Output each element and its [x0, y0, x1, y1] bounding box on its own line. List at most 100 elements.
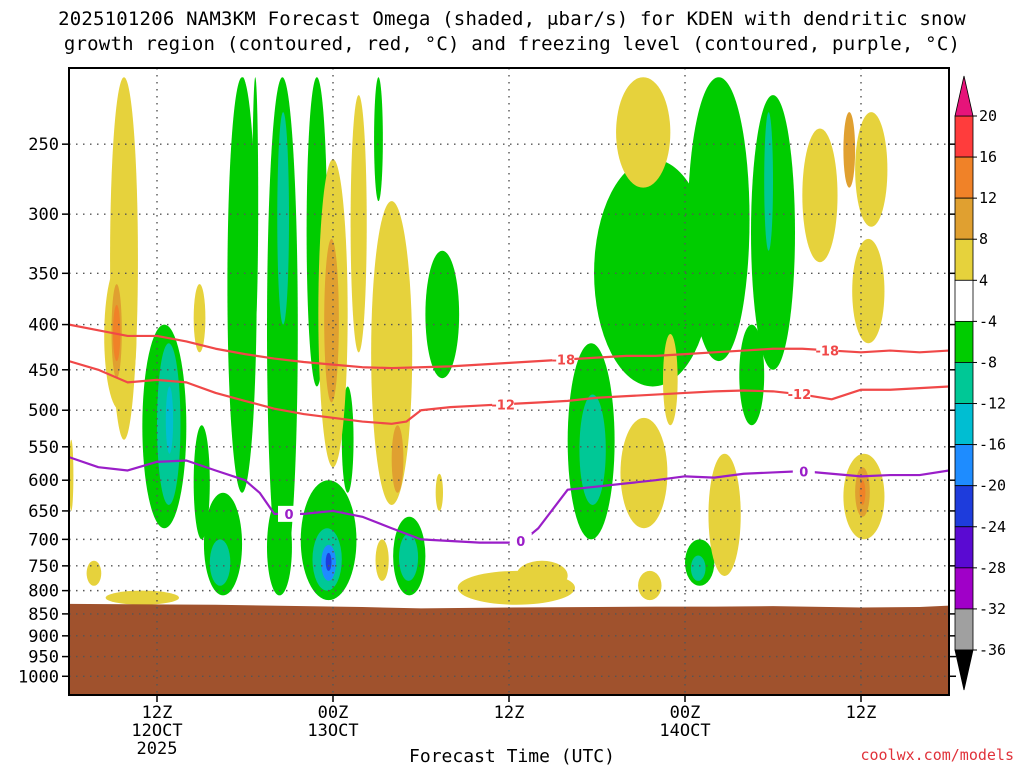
x-tick-label-6-2: 2025	[137, 739, 178, 759]
colorbar-label-13: -36	[979, 641, 1006, 659]
omega-region-40	[391, 425, 404, 493]
omega-region-6	[374, 77, 383, 202]
omega-region-49	[802, 128, 838, 263]
omega-region-46	[708, 453, 741, 576]
omega-region-58	[105, 590, 179, 605]
omega-region-43	[616, 77, 671, 188]
contour-lines: -18 -18 -12 -12 0 0 0	[69, 323, 949, 550]
colorbar-band-0	[954, 115, 974, 158]
omega-region-19	[341, 386, 354, 493]
colorbar-band-1	[954, 156, 974, 199]
x-axis-title: Forecast Time (UTC)	[409, 746, 615, 767]
plot-area: -18 -18 -12 -12 0 0 0	[69, 68, 949, 695]
y-tick-label-750: 750	[28, 557, 59, 577]
omega-region-13	[209, 539, 231, 586]
chart-title-line-1: 2025101206 NAM3KM Forecast Omega (shaded…	[58, 8, 966, 30]
omega-region-55	[516, 560, 568, 591]
omega-region-47	[855, 112, 888, 227]
contour-label-1-1: -12	[788, 388, 812, 403]
omega-region-56	[638, 570, 662, 601]
omega-region-42	[375, 539, 389, 581]
omega-region-53	[859, 480, 866, 505]
y-tick-label-650: 650	[28, 502, 59, 522]
colorbar-bottom-arrow	[954, 649, 974, 691]
omega-region-4	[252, 77, 259, 325]
colorbar-band-7	[954, 403, 974, 446]
omega-region-10	[165, 386, 174, 454]
omega-region-35	[193, 284, 206, 353]
colorbar-band-12	[954, 608, 974, 651]
colorbar-label-2: 12	[979, 189, 997, 207]
omega-region-57	[86, 560, 102, 586]
colorbar-label-12: -32	[979, 600, 1006, 618]
contour-label-bg-1-0	[492, 396, 515, 413]
omega-region-7	[425, 250, 460, 379]
omega-region-24	[594, 159, 712, 387]
colorbar-band-6	[954, 362, 974, 404]
omega-shading	[69, 77, 888, 605]
colorbar-top-arrow	[954, 75, 974, 117]
contour-label-2-1: 0	[516, 535, 525, 550]
omega-region-37	[324, 238, 339, 403]
omega-region-21	[399, 533, 419, 581]
omega-region-3	[234, 77, 251, 305]
colorbar-band-8	[954, 444, 974, 487]
omega-region-14	[267, 498, 292, 596]
colorbar-label-11: -28	[979, 559, 1006, 577]
x-tick-label-42-1: 14OCT	[659, 721, 710, 741]
x-tick-label-54-0: 12Z	[846, 703, 877, 723]
colorbar-label-10: -24	[979, 518, 1006, 536]
omega-region-28	[764, 112, 773, 251]
y-tick-label-450: 450	[28, 361, 59, 381]
x-tick-label-42-0: 00Z	[670, 703, 701, 723]
credit-link[interactable]: coolwx.com/models	[860, 746, 1014, 764]
contour-label-bg-2-1	[509, 532, 532, 549]
y-tick-label-700: 700	[28, 530, 59, 550]
contour-label-bg-1-1	[788, 386, 811, 403]
colorbar-band-11	[954, 567, 974, 610]
chart-title-line-2: growth region (contoured, red, °C) and f…	[63, 33, 961, 55]
colorbar-label-5: -4	[979, 312, 997, 330]
contour-label-bg-2-2	[792, 463, 815, 480]
y-tick-label-400: 400	[28, 316, 59, 336]
colorbar-band-5	[954, 320, 974, 363]
contour-line-2	[69, 456, 949, 544]
x-tick-label-6-1: 12OCT	[131, 721, 182, 741]
colorbar-label-8: -16	[979, 436, 1006, 454]
omega-region-0	[267, 77, 298, 581]
colorbar-band-4	[954, 279, 974, 322]
x-tick-label-6-0: 12Z	[142, 703, 173, 723]
colorbar-label-7: -12	[979, 395, 1006, 413]
colorbar-label-1: 16	[979, 148, 997, 166]
x-tick-label-18-1: 13OCT	[307, 721, 358, 741]
colorbar-band-3	[954, 238, 974, 281]
colorbar-band-9	[954, 485, 974, 528]
y-tick-label-900: 900	[28, 627, 59, 647]
omega-region-11	[193, 425, 210, 540]
omega-region-50	[852, 238, 885, 344]
omega-region-23	[579, 394, 606, 505]
omega-region-45	[620, 417, 668, 529]
omega-region-1	[277, 112, 289, 325]
contour-label-0-0: -18	[552, 354, 576, 369]
omega-region-44	[663, 334, 678, 426]
omega-region-30	[690, 555, 706, 581]
colorbar-label-9: -20	[979, 477, 1006, 495]
omega-region-38	[350, 95, 367, 353]
colorbar-label-0: 20	[979, 107, 997, 125]
omega-region-18	[325, 552, 332, 571]
y-tick-label-550: 550	[28, 438, 59, 458]
contour-label-0-1: -18	[816, 344, 840, 359]
y-tick-label-500: 500	[28, 401, 59, 421]
contour-label-bg-0-0	[552, 351, 575, 368]
contour-label-bg-0-1	[816, 342, 839, 359]
x-tick-label-30-0: 12Z	[494, 703, 525, 723]
contour-label-1-0: -12	[491, 398, 515, 413]
contour-line-1	[69, 360, 949, 425]
x-tick-label-18-0: 00Z	[318, 703, 349, 723]
omega-region-27	[751, 95, 795, 370]
colorbar-label-6: -8	[979, 353, 997, 371]
y-tick-label-250: 250	[28, 135, 59, 155]
